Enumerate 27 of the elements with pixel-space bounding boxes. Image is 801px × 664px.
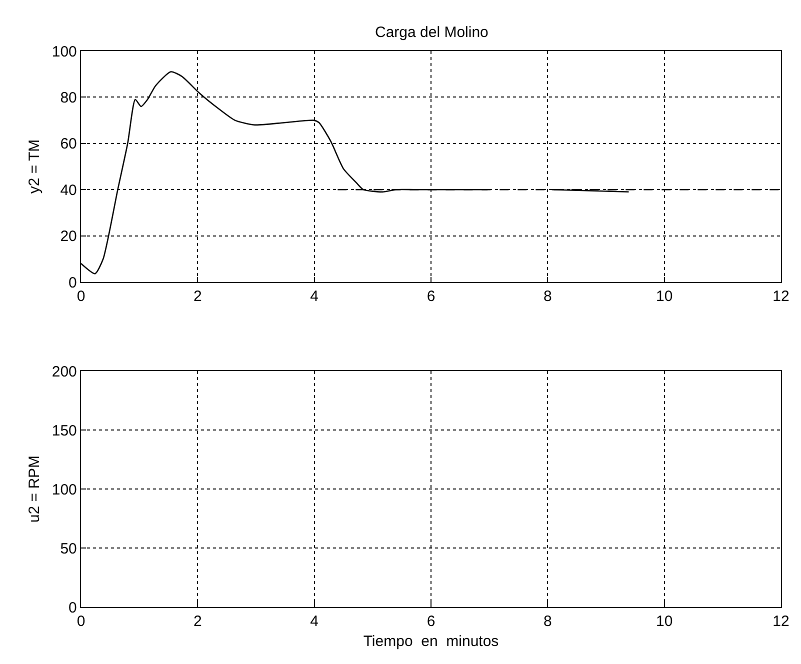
y-tick-label: 200	[52, 363, 77, 380]
x-tick-label: 6	[426, 613, 436, 630]
y-tick-label: 0	[68, 274, 77, 292]
x-tick-label: 8	[544, 613, 552, 630]
y-tick-label: 100	[52, 481, 77, 498]
y-axis-title: y2 = TM	[26, 139, 44, 194]
y-tick-label: 60	[60, 136, 77, 153]
x-tick-label: 6	[426, 288, 436, 306]
x-tick-label: 8	[544, 288, 552, 306]
y-tick-label: 150	[52, 422, 77, 440]
y-tick-label: 80	[60, 89, 77, 106]
chart-title: Carga del Molino	[375, 24, 488, 41]
x-tick-label: 12	[772, 288, 790, 306]
y-tick-label: 40	[60, 182, 77, 199]
x-axis-title: Tiempo en minutos	[363, 633, 499, 650]
y-tick-label: 20	[60, 228, 77, 246]
y-axis-title: u2 = RPM	[26, 455, 44, 523]
x-tick-label: 4	[310, 288, 318, 306]
x-tick-label: 2	[194, 613, 202, 630]
x-tick-label: 10	[656, 288, 673, 306]
y-tick-label: 50	[60, 540, 77, 558]
y-tick-label: 0	[68, 599, 77, 616]
x-tick-label: 4	[310, 613, 318, 630]
x-tick-label: 10	[656, 613, 673, 630]
x-tick-label: 2	[194, 288, 202, 306]
x-tick-label: 12	[772, 613, 790, 630]
y-tick-label: 100	[52, 43, 77, 60]
